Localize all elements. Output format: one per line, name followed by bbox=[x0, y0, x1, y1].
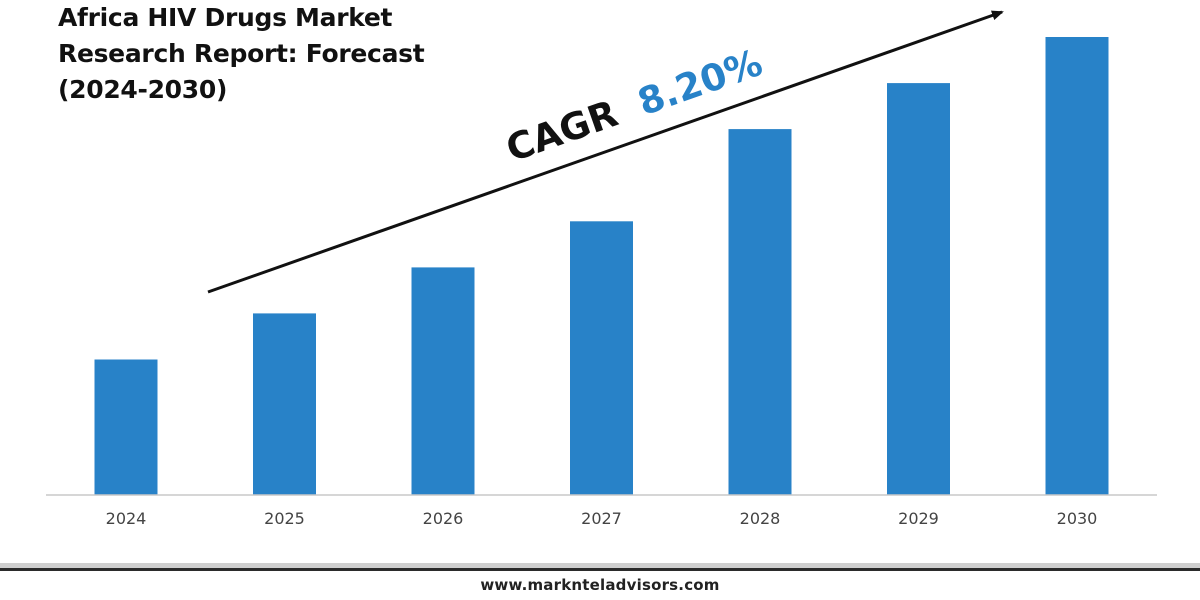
cagr-label: CAGR bbox=[501, 92, 623, 171]
cagr-annotation: CAGR 8.20% bbox=[501, 41, 768, 171]
x-tick-label-2025: 2025 bbox=[264, 509, 305, 528]
x-tick-label-2024: 2024 bbox=[106, 509, 147, 528]
bar-2028 bbox=[728, 129, 792, 495]
growth-arrow bbox=[207, 10, 1004, 294]
footer-bar bbox=[0, 563, 1200, 571]
x-tick-label-2029: 2029 bbox=[898, 509, 939, 528]
cagr-value: 8.20% bbox=[632, 41, 767, 124]
x-tick-label-2030: 2030 bbox=[1057, 509, 1098, 528]
x-tick-label-2026: 2026 bbox=[423, 509, 464, 528]
bars-group bbox=[94, 37, 1109, 496]
bar-2029 bbox=[887, 83, 950, 495]
bar-2027 bbox=[570, 221, 633, 496]
chart-title: Africa HIV Drugs Market Research Report:… bbox=[58, 0, 425, 108]
bar-2024 bbox=[94, 359, 158, 495]
title-line-3: (2024-2030) bbox=[58, 75, 228, 104]
bar-2030 bbox=[1045, 37, 1109, 495]
title-line-2: Research Report: Forecast bbox=[58, 39, 425, 68]
bar-2026 bbox=[411, 267, 475, 495]
bar-2025 bbox=[253, 313, 316, 495]
title-line-1: Africa HIV Drugs Market bbox=[58, 3, 393, 32]
x-tick-label-2028: 2028 bbox=[740, 509, 781, 528]
footer-website: www.marknteladvisors.com bbox=[480, 576, 720, 594]
x-tick-label-2027: 2027 bbox=[581, 509, 622, 528]
x-tick-labels: 2024 2025 2026 2027 2028 2029 2030 bbox=[106, 509, 1098, 528]
footer-divider bbox=[0, 568, 1200, 571]
bar-chart: 2024 2025 2026 2027 2028 2029 2030 CAGR 8.20% bbox=[46, 10, 1157, 528]
